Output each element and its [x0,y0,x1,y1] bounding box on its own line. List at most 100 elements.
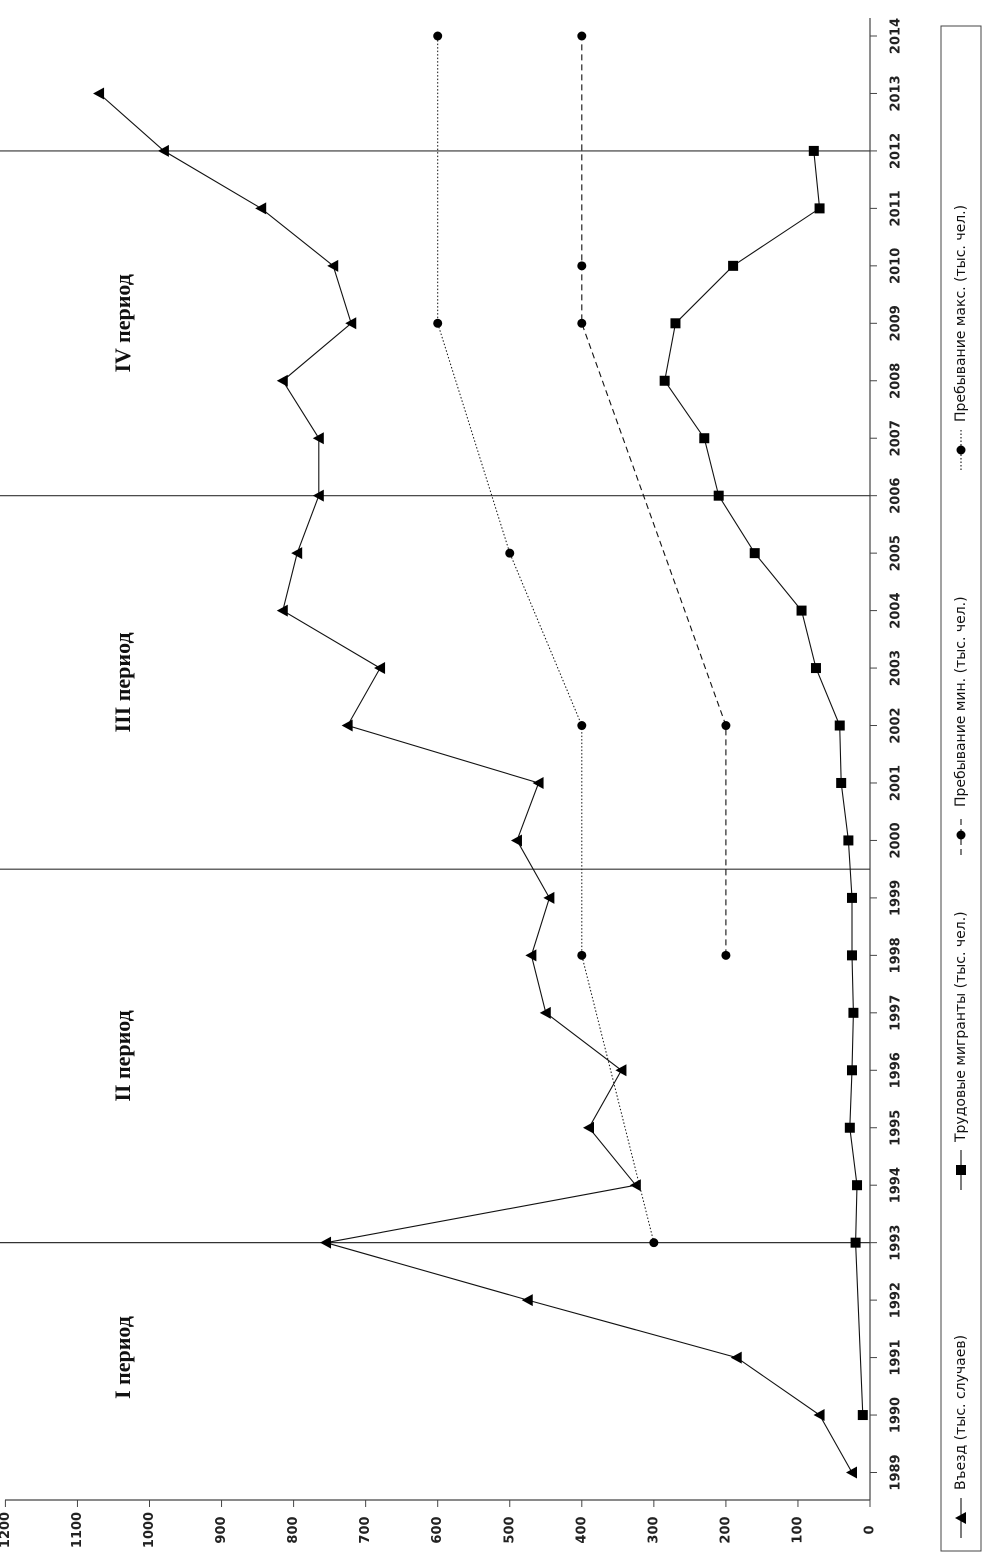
data-point-circle [721,721,731,731]
data-point-triangle [327,259,339,272]
value-tick-label: 900 [214,1516,229,1543]
data-point-triangle [730,1351,742,1364]
year-tick-label: 1997 [889,995,904,1031]
value-tick-label: 800 [286,1516,301,1543]
data-point-triangle [525,949,537,962]
data-point-square [846,1065,857,1076]
data-point-triangle [312,489,324,502]
series-2 [659,145,868,1421]
data-point-triangle [845,1466,857,1479]
year-tick-label: 1995 [889,1110,904,1146]
data-point-square [846,950,857,961]
data-point-square [810,663,821,674]
year-tick-label: 2014 [889,18,904,54]
year-tick-label: 2006 [889,478,904,514]
year-tick-label: 1996 [889,1052,904,1088]
data-point-square [844,1122,855,1133]
data-point-triangle [813,1409,825,1422]
year-tick-label: 2008 [889,363,904,399]
year-tick-label: 2001 [889,765,904,801]
series-line [437,36,655,1243]
legend-item: Пребывание макс. (тыс. чел.) [953,205,969,470]
axes: 1989 1990 1991 1992 1993 1994 1995 1996 1997 1998… [0,18,904,1548]
value-tick-label: 500 [502,1516,517,1543]
data-point-triangle [93,87,105,100]
series-line [98,93,853,1473]
value-tick-label: 200 [718,1516,733,1543]
data-point-circle [577,318,587,328]
period-dividers [0,150,870,1244]
year-tick-label: 1999 [889,880,904,916]
data-point-square [850,1237,861,1248]
legend: Въезд (тыс. случаев) Трудовые мигранты (т… [940,25,982,1552]
year-tick-label: 2010 [889,248,904,284]
legend-label: Пребывание макс. (тыс. чел.) [953,205,969,422]
data-point-square [699,433,710,444]
data-point-triangle [539,1006,551,1019]
value-tick-label: 1200 [0,1512,13,1548]
year-tick-label: 2005 [889,535,904,571]
data-point-square [808,145,819,156]
data-point-triangle [320,1236,332,1249]
year-tick-label: 2007 [889,420,904,456]
legend-item: Въезд (тыс. случаев) [953,1335,969,1538]
legend-item: Пребывание мин. (тыс. чел.) [953,596,969,855]
legend-label: Трудовые мигранты (тыс. чел.) [953,911,969,1143]
year-tick-label: 2011 [889,190,904,226]
data-point-circle [505,548,515,558]
period-label: IV период [110,274,135,372]
data-point-circle [433,318,443,328]
data-point-square [659,375,670,386]
data-point-circle [577,261,587,271]
series-4 [433,31,659,1248]
value-tick-label: 600 [430,1516,445,1543]
data-point-triangle [543,891,555,904]
value-tick-label: 300 [646,1516,661,1543]
year-tick-label: 2003 [889,650,904,686]
series-3 [577,31,731,960]
year-tick-label: 2012 [889,133,904,169]
data-point-square [728,260,739,271]
year-tick-label: 1993 [889,1225,904,1261]
data-point-circle [577,721,587,731]
data-point-square [956,1165,966,1175]
data-point-triangle [583,1121,595,1134]
legend-label: Въезд (тыс. случаев) [953,1335,969,1490]
data-point-triangle [276,604,288,617]
period-label: II период [110,1010,135,1101]
data-point-triangle [341,719,353,732]
data-point-square [857,1410,868,1421]
legend-box [940,25,982,1552]
year-tick-label: 2009 [889,305,904,341]
period-label: III период [110,632,135,732]
period-labels: I период II период III период IV период [110,274,135,1399]
series-line [581,36,727,956]
data-point-square [834,720,845,731]
data-point-circle [956,445,966,455]
legend-label: Пребывание мин. (тыс. чел.) [953,596,969,807]
series-1 [93,87,857,1479]
value-tick-label: 1100 [70,1512,85,1548]
data-point-circle [577,950,587,960]
year-tick-label: 2004 [889,593,904,629]
value-tick-label: 0 [863,1525,878,1534]
data-point-triangle [629,1179,641,1192]
year-tick-label: 1991 [889,1339,904,1375]
year-tick-label: 2013 [889,75,904,111]
value-tick-label: 400 [574,1516,589,1543]
year-tick-label: 2002 [889,707,904,743]
data-point-circle [721,950,731,960]
data-point-triangle [255,202,267,215]
year-tick-label: 2000 [889,822,904,858]
series-layer [93,31,868,1479]
year-tick-label: 1990 [889,1397,904,1433]
data-point-triangle [532,776,544,789]
year-tick-label: 1998 [889,937,904,973]
legend-item: Трудовые мигранты (тыс. чел.) [953,911,969,1190]
data-point-square [836,777,847,788]
data-point-square [749,548,760,559]
year-tick-label: 1992 [889,1282,904,1318]
data-point-triangle [615,1064,627,1077]
year-tick-label: 1989 [889,1454,904,1490]
